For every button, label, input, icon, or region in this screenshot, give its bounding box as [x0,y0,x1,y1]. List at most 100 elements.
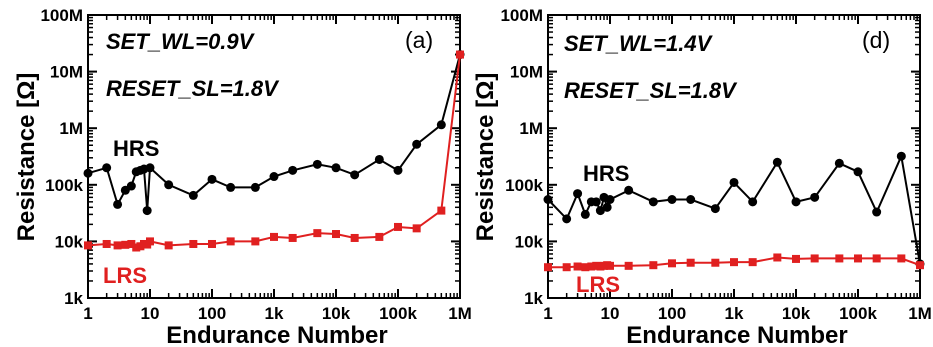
data-point-hrs [412,139,422,149]
data-point-lrs [897,254,906,263]
data-point-hrs [810,192,820,202]
data-point-lrs [270,232,278,241]
data-point-hrs [113,199,123,209]
data-point-hrs [648,197,658,207]
data-point-lrs [810,254,819,263]
data-point-lrs [208,239,216,248]
y-tick-label: 1k [64,289,83,308]
data-point-lrs [544,263,552,272]
x-tick-label: 1 [543,304,552,323]
data-point-hrs [686,194,696,204]
y-tick-labels: 1k 10k 100k 1M 10M 100M [500,6,543,308]
x-tick-label: 1k [265,304,284,323]
data-point-hrs [331,163,341,173]
data-point-hrs [142,206,152,216]
data-point-hrs [126,181,136,191]
data-point-lrs [730,258,738,267]
data-point-lrs [412,224,421,233]
data-point-lrs [456,50,464,59]
data-point-lrs [649,261,658,270]
x-tick-label: 10 [601,304,620,323]
data-point-lrs [164,241,173,250]
x-tick-labels: 1 10 100 1k 10k 100k 1M [83,304,472,323]
data-point-lrs [288,233,297,242]
series-layer [543,151,925,272]
data-point-hrs [312,159,322,169]
y-tick-label: 10k [515,232,544,251]
data-point-lrs [624,261,633,270]
x-tick-label: 100 [658,304,686,323]
data-point-lrs [146,237,154,246]
x-axis-label: Endurance Number [166,322,387,347]
data-point-lrs [748,258,757,267]
data-point-lrs [562,263,571,272]
data-point-lrs [127,239,136,248]
data-point-lrs [437,206,446,215]
data-point-hrs [748,197,758,207]
data-point-lrs [113,241,122,250]
x-tick-label: 100k [379,304,417,323]
tick-marks [87,14,461,299]
data-point-hrs [710,204,720,214]
data-point-lrs [711,258,720,267]
y-tick-label: 100k [45,176,83,195]
data-point-lrs [668,259,676,268]
data-point-lrs [332,230,340,239]
data-point-lrs [854,254,862,263]
series-label-lrs: LRS [576,272,620,297]
data-point-lrs [606,261,614,270]
y-tick-labels: 1k 10k 100k 1M 10M 100M [40,6,83,308]
series-label-hrs: HRS [113,136,159,161]
data-point-lrs [835,254,844,263]
data-point-lrs [189,239,198,248]
data-point-hrs [772,157,782,167]
data-point-hrs [393,165,403,175]
data-point-lrs [573,262,582,271]
y-tick-label: 10M [510,63,543,82]
data-point-lrs [686,258,695,267]
data-point-hrs [207,174,217,184]
data-point-lrs [226,237,235,246]
data-point-lrs [581,263,590,272]
data-point-lrs [375,232,384,241]
annotation-set-wl: SET_WL=0.9V [106,29,256,54]
y-axis-label: Resistance [Ω] [472,73,499,242]
y-tick-label: 10k [55,232,84,251]
data-point-hrs [145,163,155,173]
data-point-hrs [188,190,198,200]
data-point-hrs [350,170,360,180]
x-tick-label: 10k [782,304,811,323]
x-tick-label: 1M [448,304,472,323]
x-tick-label: 1M [908,304,932,323]
data-point-lrs [350,233,359,242]
data-point-hrs [791,197,801,207]
series-layer [83,50,465,252]
data-point-hrs [667,194,677,204]
data-point-hrs [896,151,906,161]
data-point-lrs [132,243,141,252]
data-point-lrs [121,240,130,249]
data-point-hrs [853,167,863,177]
y-axis-label: Resistance [Ω] [13,73,40,242]
y-tick-label: 1k [524,289,543,308]
series-label-hrs: HRS [583,161,629,186]
data-point-hrs [573,189,583,199]
x-tick-label: 1 [83,304,92,323]
data-point-hrs [624,185,634,195]
data-point-hrs [729,177,739,187]
data-point-hrs [562,214,572,224]
y-tick-label: 100M [40,6,83,25]
data-point-hrs [872,207,882,217]
x-tick-label: 10k [322,304,351,323]
data-point-hrs [269,172,279,182]
data-point-hrs [288,165,298,175]
data-point-hrs [580,209,590,219]
data-point-lrs [587,262,596,271]
data-point-hrs [543,194,553,204]
x-tick-label: 1k [725,304,744,323]
y-tick-label: 100M [500,6,543,25]
data-point-hrs [605,194,615,204]
data-point-lrs [592,261,601,270]
data-point-lrs [313,229,322,238]
x-tick-label: 10 [141,304,160,323]
